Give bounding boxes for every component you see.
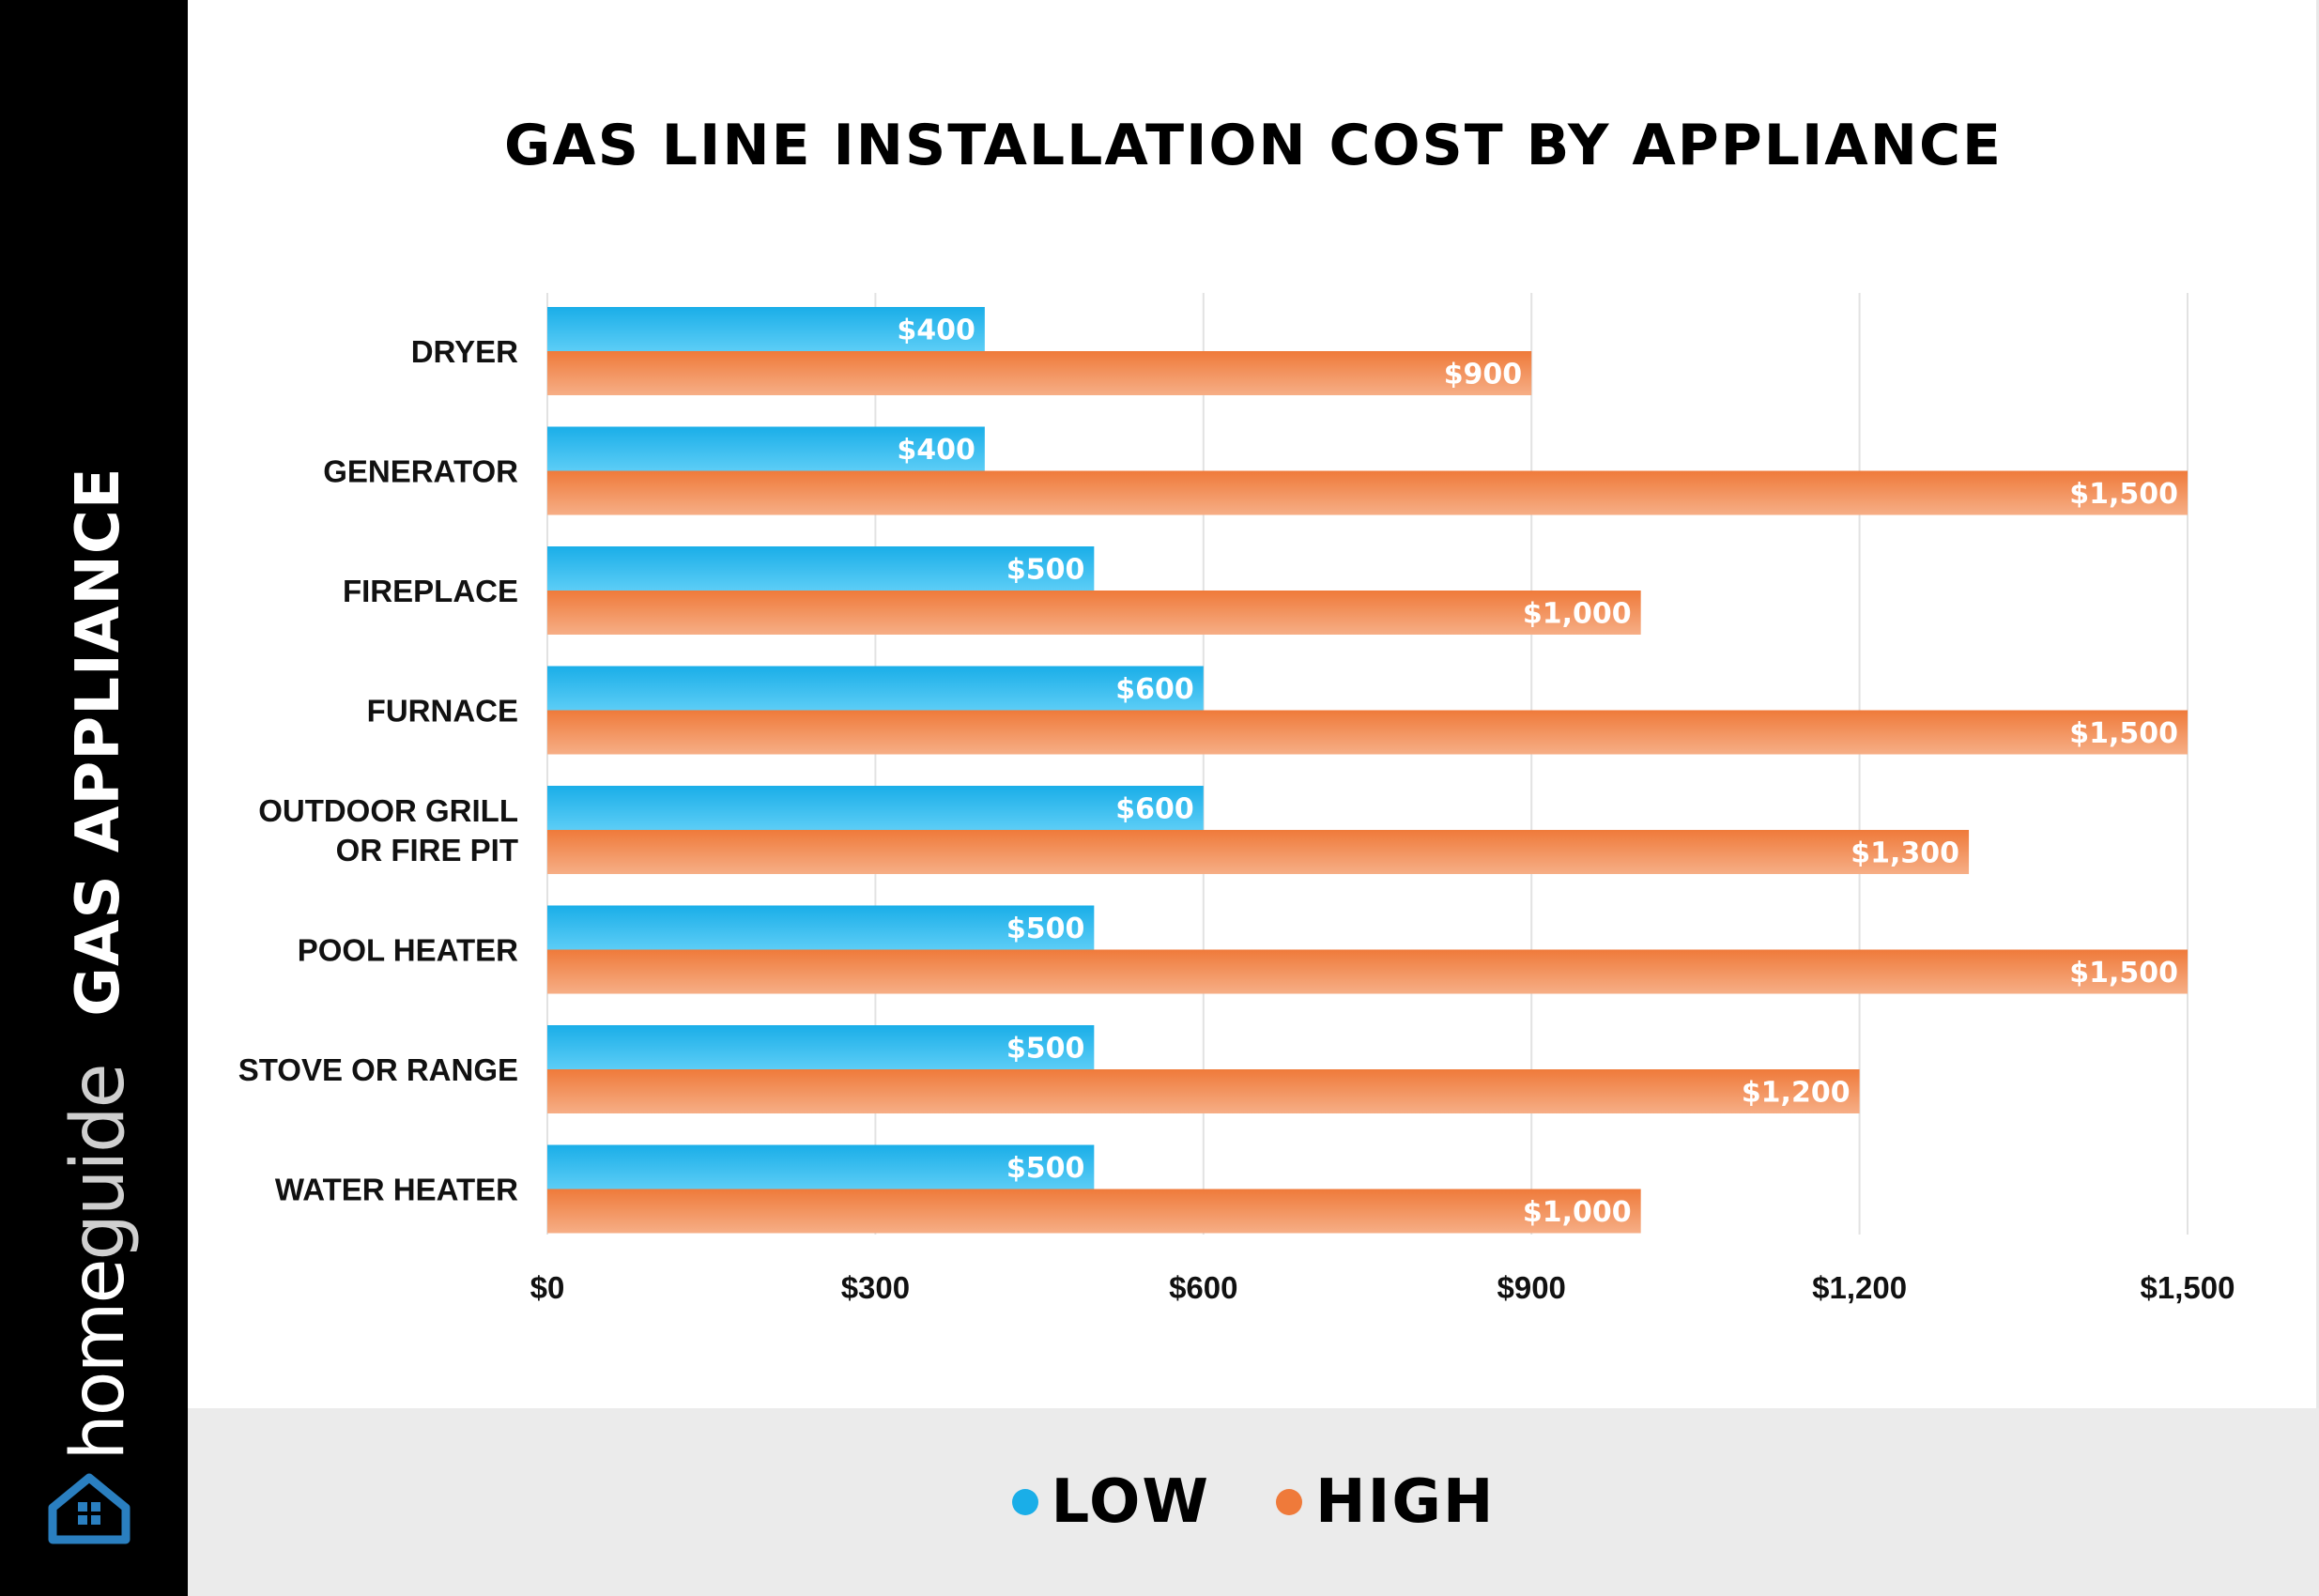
data-label: $1,000 [1523, 598, 1632, 631]
data-label: $1,200 [1742, 1077, 1851, 1110]
category-label: FIREPLACE [343, 574, 518, 608]
house-icon [48, 1473, 131, 1544]
x-tick-label: $300 [841, 1270, 910, 1305]
data-label: $500 [1006, 1033, 1085, 1066]
x-tick-label: $1,500 [2141, 1270, 2235, 1305]
category-label: STOVE OR RANGE [238, 1052, 518, 1087]
bar-low [547, 1144, 1095, 1189]
bar-high [547, 470, 2188, 515]
bar-low [547, 307, 985, 351]
legend: LOW HIGH [188, 1465, 2319, 1540]
bar-high [547, 1189, 1641, 1234]
legend-dot-high [1276, 1489, 1303, 1515]
data-label: $500 [1006, 913, 1085, 945]
bars: $400 $900 $400 $1,500 $500 $1,000 $600 $1,500 $6… [547, 307, 2188, 1234]
data-label: $400 [897, 315, 975, 347]
chart-area [188, 0, 2319, 1408]
sidebar: GAS APPLIANCE homeguide [0, 0, 188, 1596]
data-label: $1,500 [2069, 717, 2178, 750]
bar-low [547, 905, 1095, 950]
category-labels: DRYER GENERATOR FIREPLACE FURNACE OUTDOOR GR… [238, 334, 518, 1207]
bar-low [547, 1025, 1095, 1069]
legend-area [188, 1408, 2319, 1596]
x-tick-label: $600 [1169, 1270, 1237, 1305]
category-label: FURNACE [367, 694, 518, 729]
category-label: GENERATOR [323, 454, 518, 489]
legend-item-high: HIGH [1276, 1467, 1495, 1537]
data-label: $1,300 [1851, 837, 1959, 870]
data-label: $500 [1006, 554, 1085, 587]
x-tick-label: $1,200 [1812, 1270, 1907, 1305]
data-label: $600 [1115, 793, 1194, 826]
bar-low [547, 426, 985, 471]
bar-chart: $400 $900 $400 $1,500 $500 $1,000 $600 $1,500 $6… [238, 293, 2235, 1305]
x-tick-label: $900 [1497, 1270, 1565, 1305]
chart-title: GAS LINE INSTALLATION COST BY APPLIANCE [504, 113, 2003, 178]
x-tick-labels: $0 $300 $600 $900 $1,200 $1,500 [530, 1270, 2235, 1305]
category-label: OUTDOOR GRILL OR FIRE PIT [258, 793, 518, 867]
legend-item-low: LOW [1011, 1467, 1211, 1537]
bar-low [547, 786, 1204, 830]
data-label: $400 [897, 434, 975, 467]
data-label: $1,500 [2069, 957, 2178, 990]
bar-high [547, 1069, 1860, 1113]
legend-label-low: LOW [1051, 1467, 1211, 1537]
bar-high [547, 949, 2188, 994]
bar-low [547, 666, 1204, 711]
data-label: $1,500 [2069, 478, 2178, 511]
legend-dot-low [1011, 1489, 1038, 1515]
category-label: POOL HEATER [298, 933, 518, 968]
category-label: WATER HEATER [275, 1173, 518, 1207]
data-label: $500 [1006, 1152, 1085, 1185]
bar-high [547, 710, 2188, 755]
bar-high [547, 591, 1641, 635]
bar-high [547, 351, 1532, 395]
data-label: $600 [1115, 673, 1194, 706]
bar-high [547, 830, 1970, 874]
data-label: $900 [1444, 359, 1523, 391]
data-label: $1,000 [1523, 1196, 1632, 1229]
legend-label-high: HIGH [1315, 1467, 1496, 1537]
x-tick-label: $0 [530, 1270, 565, 1305]
bar-low [547, 546, 1095, 591]
category-label: DRYER [411, 334, 518, 369]
